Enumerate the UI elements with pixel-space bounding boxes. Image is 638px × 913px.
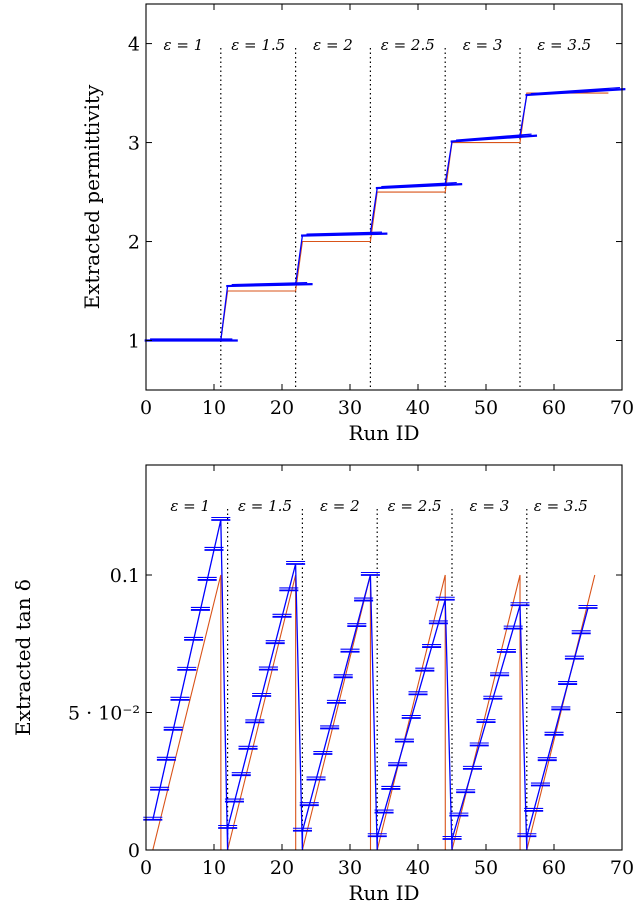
data-bar [450, 134, 538, 143]
x-axis-label: Run ID [348, 421, 419, 445]
region-label: ε = 3 [463, 36, 503, 54]
data-bar [375, 183, 463, 190]
x-tick-label: 0 [140, 857, 152, 879]
x-tick-label: 70 [610, 857, 634, 879]
series-line-0 [146, 92, 609, 342]
y-axis-label: Extracted tan δ [11, 579, 35, 736]
region-label: ε = 3.5 [537, 36, 591, 54]
x-tick-label: 30 [338, 397, 362, 419]
series-line-1 [146, 88, 609, 342]
y-tick-label: 3 [128, 133, 140, 155]
x-tick-label: 60 [542, 857, 566, 879]
data-bar [525, 88, 626, 97]
plot-frame [145, 464, 623, 851]
data-bar [381, 182, 457, 188]
data-bar [231, 281, 308, 286]
region-label: ε = 2.5 [388, 497, 442, 515]
y-tick-label: 1 [128, 331, 140, 353]
x-tick-label: 50 [474, 857, 498, 879]
y-tick-label: 5 · 10⁻² [68, 703, 140, 725]
x-tick-label: 30 [338, 857, 362, 879]
region-label: ε = 3.5 [534, 497, 588, 515]
x-tick-label: 40 [406, 857, 430, 879]
y-tick-label: 4 [128, 34, 140, 56]
x-tick-label: 40 [406, 397, 430, 419]
y-tick-label: 0.1 [110, 565, 140, 587]
loss-tangent-plot: ε = 1 ε = 1.5 ε = 2 ε = 2.5 ε = 3 ε = 3.5 0 10 2… [11, 464, 634, 905]
data-bar [306, 231, 382, 235]
permittivity-plot: ε = 1 ε = 1.5 ε = 2 ε = 2.5 ε = 3 ε = 3.5 0 10 2… [80, 3, 634, 445]
data-bar [456, 133, 532, 141]
data-bar [301, 232, 388, 237]
region-label: ε = 1.5 [231, 36, 285, 54]
y-tick-label: 0 [128, 840, 140, 862]
x-tick-label: 0 [140, 397, 152, 419]
region-label: ε = 2 [320, 497, 360, 515]
x-tick-label: 50 [474, 397, 498, 419]
y-tick-label: 2 [128, 232, 140, 254]
region-label: ε = 3 [470, 497, 510, 515]
x-tick-label: 70 [610, 397, 634, 419]
x-axis-label: Run ID [348, 881, 419, 905]
x-tick-label: 10 [202, 397, 226, 419]
region-label: ε = 2.5 [381, 36, 435, 54]
plot-frame [145, 3, 623, 391]
data-bar [530, 87, 620, 95]
data-bar [226, 282, 313, 288]
region-label: ε = 1.5 [238, 497, 292, 515]
x-tick-label: 20 [270, 857, 294, 879]
x-tick-label: 10 [202, 857, 226, 879]
region-label: ε = 1 [164, 36, 204, 54]
x-tick-label: 60 [542, 397, 566, 419]
y-axis-label: Extracted permittivity [80, 84, 104, 309]
region-label: ε = 2 [313, 36, 353, 54]
x-tick-label: 20 [270, 397, 294, 419]
region-label: ε = 1 [170, 497, 210, 515]
